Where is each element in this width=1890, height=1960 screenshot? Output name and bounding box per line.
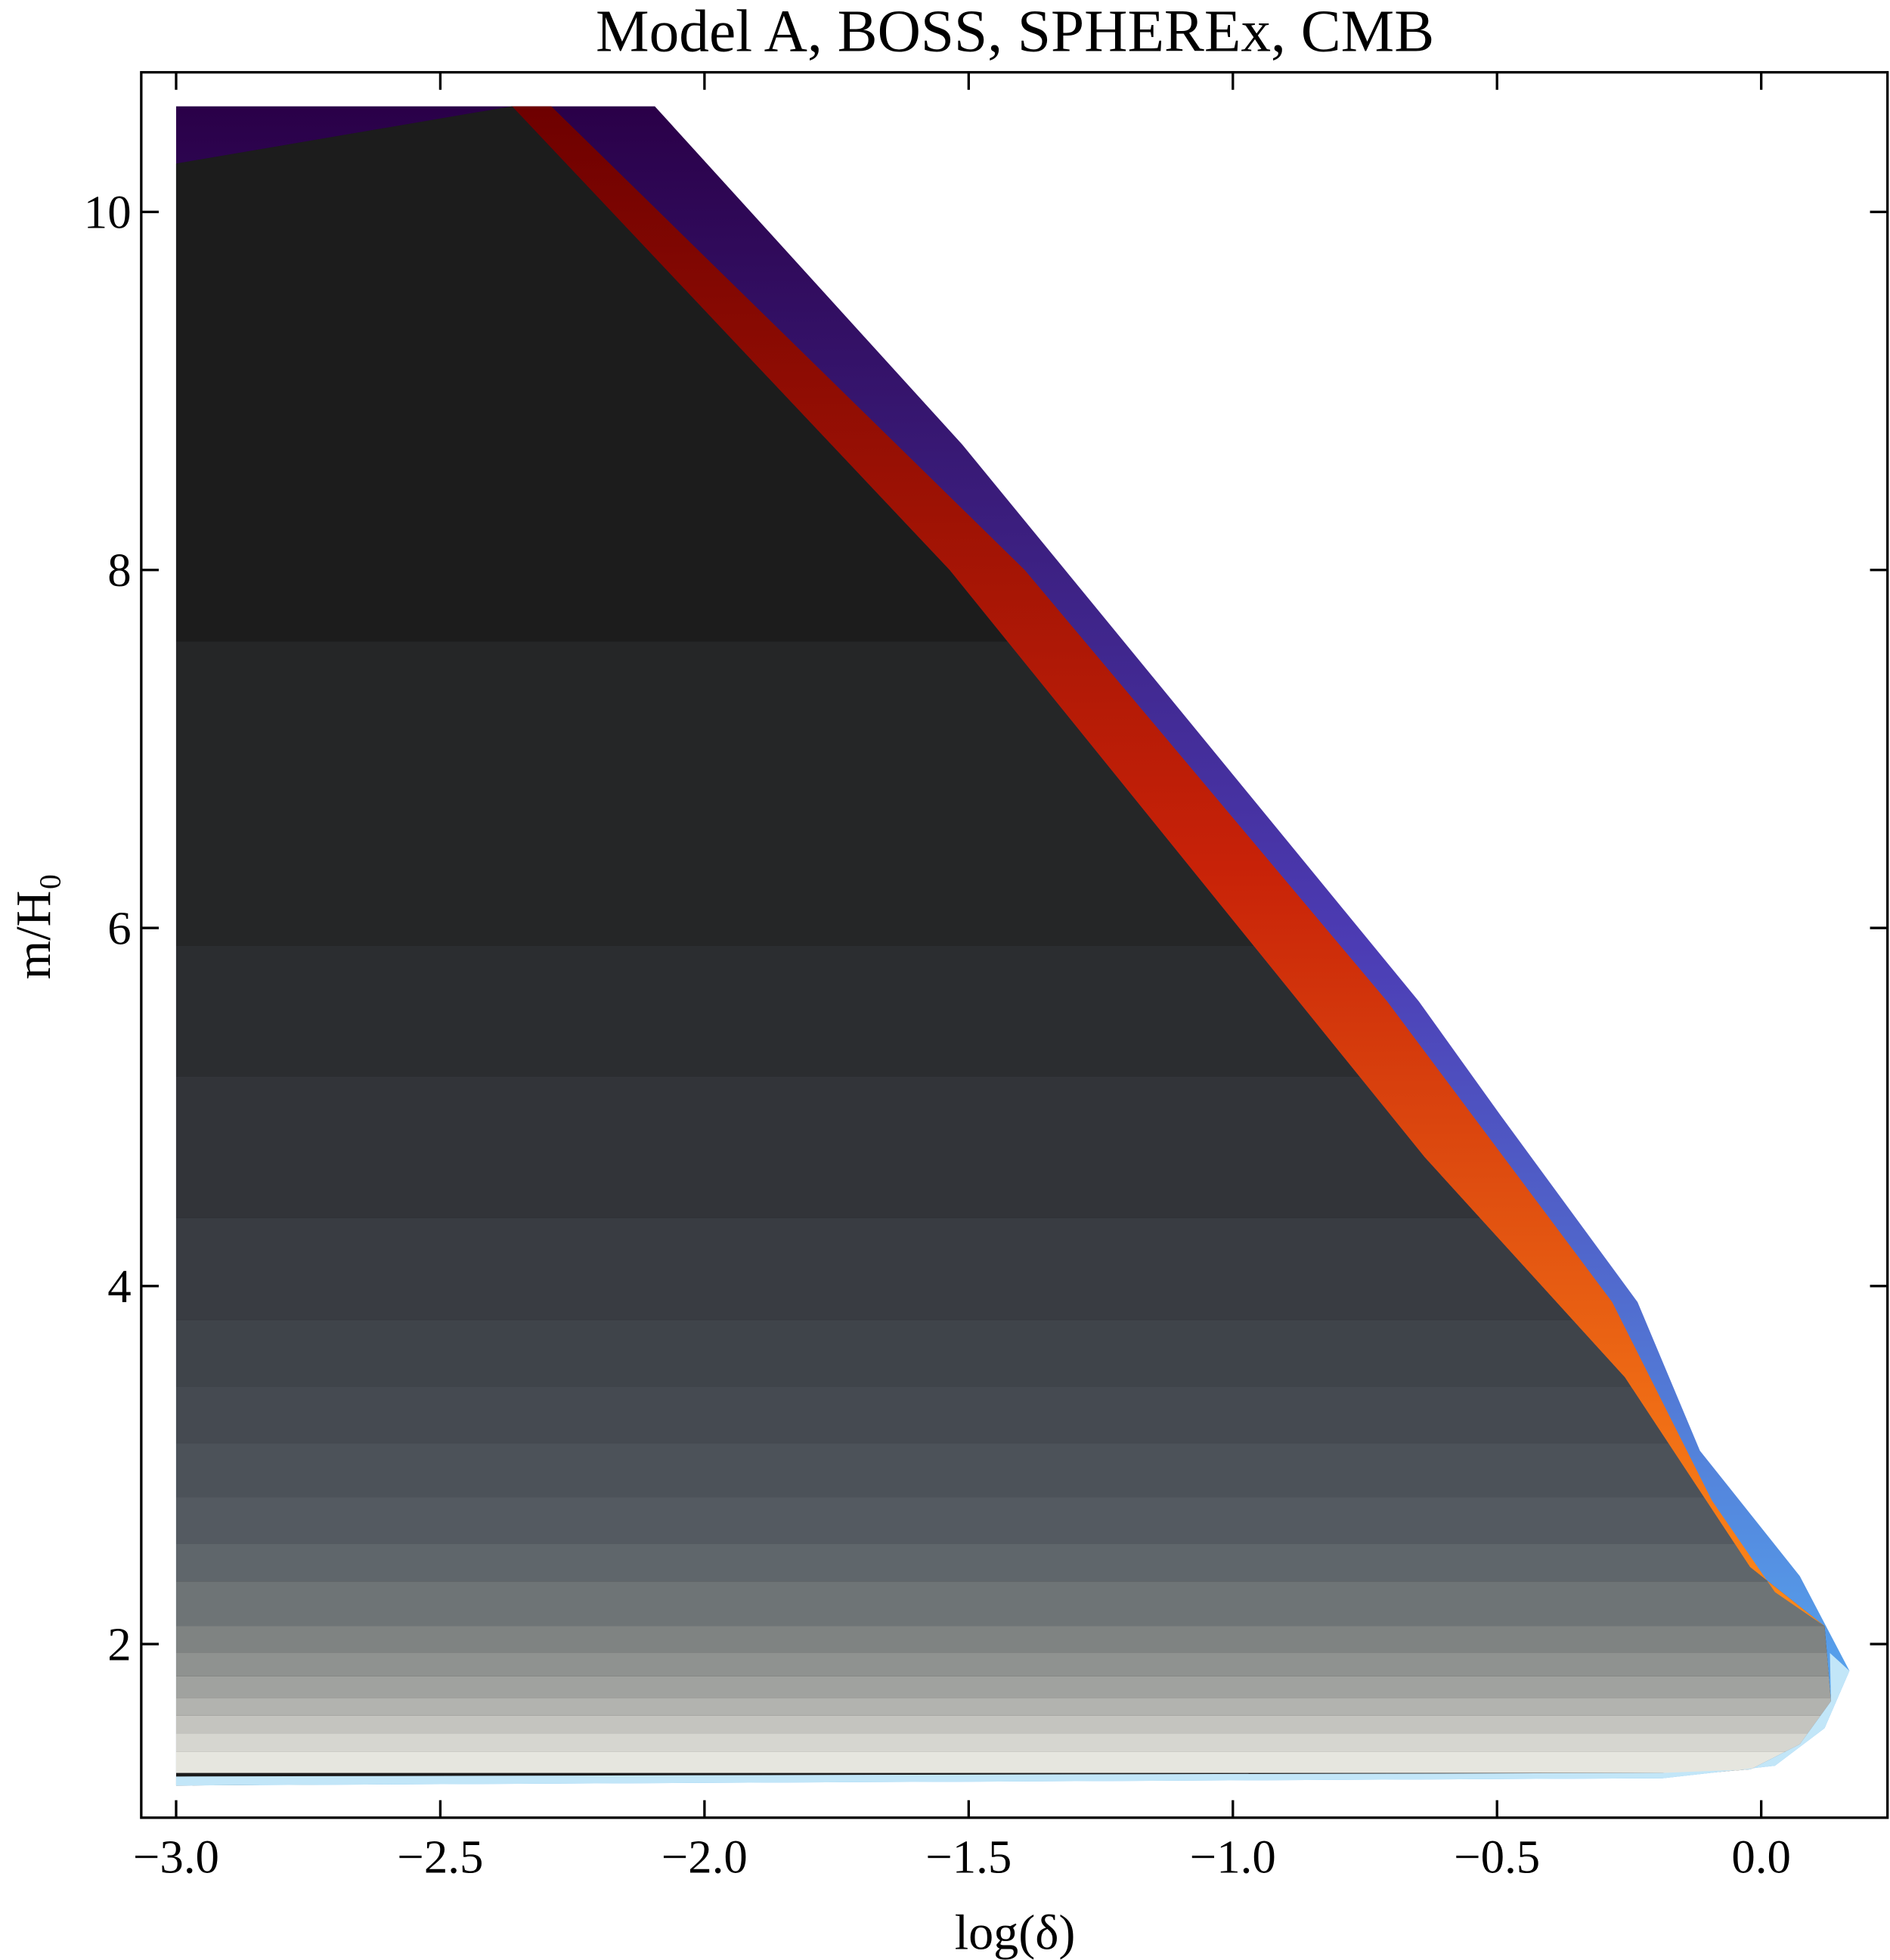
chart-title: Model A, BOSS, SPHEREx, CMB <box>596 0 1434 64</box>
contour-band <box>175 1543 1831 1582</box>
contour-band <box>175 1386 1831 1444</box>
x-tick-label: −0.5 <box>1454 1831 1540 1884</box>
frame <box>140 70 1889 1819</box>
contour-band <box>175 1715 1831 1734</box>
plot-area <box>175 106 1850 1786</box>
x-tick-label: −1.5 <box>925 1831 1012 1884</box>
contour-band <box>175 945 1831 1077</box>
x-tick-label: −2.0 <box>662 1831 748 1884</box>
x-axis-label: log(δ) <box>955 1905 1076 1960</box>
contour-band <box>175 1751 1831 1773</box>
y-tick-label: 4 <box>107 1260 131 1313</box>
y-tick-label: 6 <box>107 902 131 955</box>
x-tick-label: −3.0 <box>133 1831 219 1884</box>
y-tick-label: 8 <box>107 544 131 597</box>
y-tick-label: 2 <box>107 1618 131 1671</box>
contour-band <box>175 1676 1831 1698</box>
contour-band <box>175 1698 1831 1716</box>
contour-band <box>175 1444 1831 1498</box>
y-tick-label: 10 <box>84 186 132 239</box>
contour-band <box>175 1581 1831 1627</box>
contour-band <box>175 1497 1831 1544</box>
contour-bands <box>175 106 1831 1773</box>
contour-region <box>512 106 1825 1627</box>
contour-band <box>175 641 1831 946</box>
contour-band <box>175 1320 1831 1387</box>
x-tick-label: −2.5 <box>397 1831 483 1884</box>
contour-band <box>175 1733 1831 1752</box>
x-tick-label: −1.0 <box>1190 1831 1276 1884</box>
contour-region <box>175 1653 1850 1786</box>
y-axis-label: m/H₀ <box>6 873 61 980</box>
contour-band <box>175 1626 1831 1654</box>
contour-band <box>175 1653 1831 1676</box>
x-tick-label: 0.0 <box>1731 1831 1791 1884</box>
contour-band <box>175 1076 1831 1218</box>
